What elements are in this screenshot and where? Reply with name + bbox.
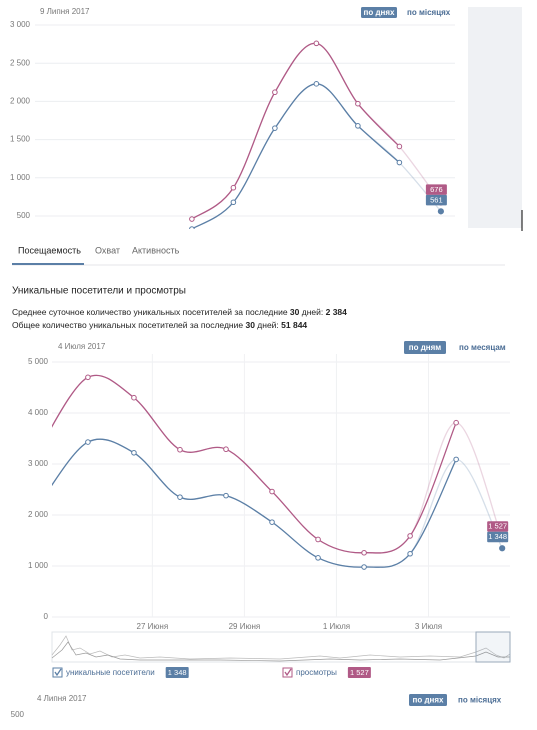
end-badge-value: 676 bbox=[430, 185, 443, 194]
end-badge-value: 561 bbox=[430, 195, 443, 204]
period-button-label[interactable]: по місяцях bbox=[407, 8, 451, 17]
point bbox=[272, 89, 278, 96]
end-badge bbox=[425, 184, 447, 195]
period-button-label[interactable]: по місяцях bbox=[458, 696, 502, 705]
y-tick-label: 1 500 bbox=[10, 135, 31, 144]
y-tick-label: 3 000 bbox=[10, 20, 31, 29]
period-button[interactable] bbox=[404, 341, 446, 354]
plot bbox=[189, 40, 444, 229]
x-tick-label: 3 Июля bbox=[415, 622, 442, 631]
chart-date: 4 Липня 2017 bbox=[37, 694, 87, 703]
point bbox=[272, 125, 278, 131]
point bbox=[315, 555, 321, 561]
y-tick-label: 0 bbox=[44, 612, 49, 621]
period-button-label: по днях bbox=[364, 8, 396, 17]
point bbox=[407, 550, 413, 557]
legend-checkbox[interactable] bbox=[52, 667, 63, 678]
point bbox=[396, 143, 403, 150]
y-tick-label: 5 000 bbox=[28, 357, 49, 366]
point bbox=[269, 519, 275, 525]
point bbox=[269, 488, 275, 495]
y-tick-label: 1 000 bbox=[28, 561, 49, 570]
point bbox=[437, 208, 444, 215]
point bbox=[361, 564, 367, 570]
point bbox=[223, 446, 229, 453]
point bbox=[85, 374, 91, 381]
minimap[interactable] bbox=[51, 631, 511, 663]
point bbox=[177, 446, 183, 453]
legend-badge-value: 1 348 bbox=[168, 668, 187, 677]
x-tick-label: 27 Июня bbox=[137, 622, 169, 631]
point bbox=[189, 216, 195, 222]
active-tab-underline bbox=[12, 263, 84, 265]
point bbox=[453, 419, 459, 426]
point bbox=[453, 456, 459, 463]
point bbox=[396, 159, 403, 166]
series-line bbox=[52, 374, 457, 554]
period-button[interactable] bbox=[409, 694, 447, 706]
point bbox=[230, 199, 237, 206]
y-tick-label: 2 500 bbox=[10, 58, 31, 67]
tab[interactable]: Посещаемость bbox=[18, 245, 81, 255]
check bbox=[54, 668, 62, 677]
end-badge bbox=[487, 521, 509, 532]
y-tick-label: 500 bbox=[11, 710, 25, 719]
legend-label: просмотры bbox=[296, 668, 337, 677]
chart-date: 4 Июля 2017 bbox=[58, 342, 106, 351]
side-panel bbox=[468, 7, 522, 228]
point bbox=[361, 549, 367, 556]
period-button-label[interactable]: по месяцам bbox=[459, 343, 506, 352]
point bbox=[315, 536, 321, 543]
minimap-frame bbox=[51, 631, 511, 663]
legend-badge-value: 1 527 bbox=[350, 668, 369, 677]
legend-badge bbox=[165, 667, 189, 678]
point bbox=[177, 494, 183, 500]
series-line bbox=[52, 438, 457, 568]
minimap-window[interactable] bbox=[475, 631, 511, 663]
point bbox=[85, 439, 91, 445]
point bbox=[407, 533, 413, 539]
y-tick-label: 1 000 bbox=[10, 173, 31, 182]
x-tick-label: 1 Июля bbox=[323, 622, 350, 631]
legend-label: уникальные посетители bbox=[66, 668, 155, 677]
x-tick-label: 29 Июня bbox=[229, 622, 261, 631]
section-title: Уникальные посетители и просмотры bbox=[12, 286, 186, 297]
end-badge bbox=[487, 531, 509, 543]
series-line bbox=[191, 83, 400, 229]
legend-checkbox[interactable] bbox=[282, 667, 293, 678]
point bbox=[313, 81, 320, 87]
minimap-line bbox=[51, 641, 510, 662]
point bbox=[355, 123, 361, 129]
stat-line: Среднее суточное количество уникальных п… bbox=[12, 307, 347, 317]
legend-badge bbox=[347, 667, 371, 678]
chart-date: 9 Липня 2017 bbox=[40, 7, 90, 16]
y-tick-label: 3 000 bbox=[28, 459, 49, 468]
series-line bbox=[191, 42, 400, 220]
point bbox=[223, 492, 229, 499]
stat-line: Общее количество уникальных посетителей … bbox=[12, 320, 307, 330]
check bbox=[284, 668, 292, 677]
end-badge-value: 1 348 bbox=[488, 532, 507, 541]
plot bbox=[52, 374, 506, 570]
point bbox=[230, 184, 237, 191]
tab[interactable]: Охват bbox=[95, 245, 120, 255]
period-button[interactable] bbox=[361, 7, 397, 18]
series-line-faded bbox=[52, 438, 503, 568]
point bbox=[355, 100, 361, 107]
end-badge-value: 1 527 bbox=[488, 522, 507, 531]
end-badge bbox=[425, 194, 447, 206]
point bbox=[189, 226, 195, 229]
point bbox=[499, 545, 506, 552]
period-button-label: по дням bbox=[409, 343, 442, 352]
point bbox=[131, 394, 137, 401]
y-tick-label: 4 000 bbox=[28, 408, 49, 417]
point bbox=[131, 449, 137, 456]
y-tick-label: 2 000 bbox=[10, 97, 31, 106]
y-tick-label: 500 bbox=[17, 211, 31, 220]
point bbox=[313, 40, 320, 47]
y-tick-label: 2 000 bbox=[28, 510, 49, 519]
period-button-label: по днях bbox=[413, 696, 445, 705]
tab[interactable]: Активность bbox=[132, 245, 180, 255]
